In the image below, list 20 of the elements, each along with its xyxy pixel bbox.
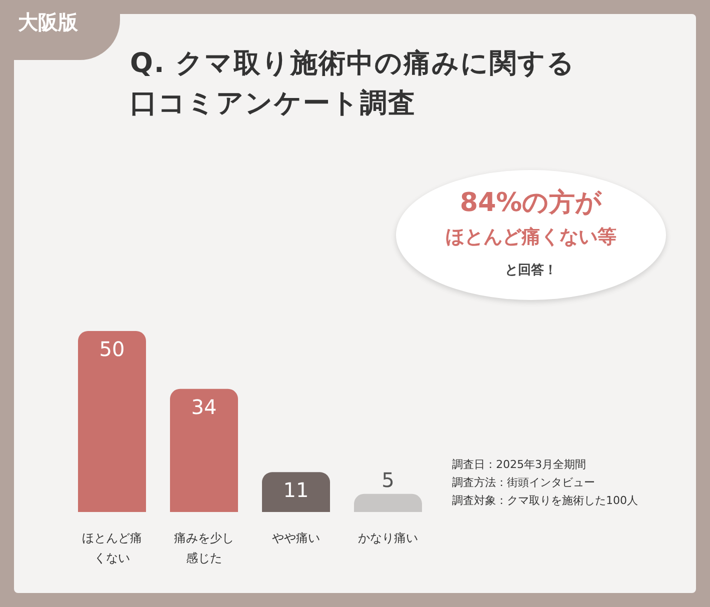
text: 調査対象：クマ取りを施術した100人 (452, 493, 638, 509)
text: ほとんど痛くない等 (444, 225, 618, 250)
bar (262, 472, 330, 512)
bar (78, 331, 146, 512)
text: 調査日：2025年3月全期間 (452, 457, 587, 473)
text: と回答！ (504, 262, 558, 280)
data-label: 34 (191, 394, 217, 419)
text: 調査方法：街頭インタビュー (452, 475, 596, 491)
bar (354, 494, 422, 512)
x-tick-label: かなり痛い (358, 531, 418, 545)
data-label: 11 (283, 478, 309, 502)
text: 大阪版 (0, 0, 120, 60)
data-label: 50 (99, 337, 125, 361)
bar (170, 388, 238, 512)
x-tick-label: ほとんど痛くない (82, 531, 142, 565)
x-tick-label: やや痛い (272, 531, 320, 545)
text: 84%の方が (458, 187, 604, 220)
data-label: 5 (382, 468, 394, 492)
x-tick-label: 痛みを少し感じた (174, 531, 234, 565)
chart-title: Q. クマ取り施術中の痛みに関する口コミアンケート調査 (130, 47, 577, 121)
